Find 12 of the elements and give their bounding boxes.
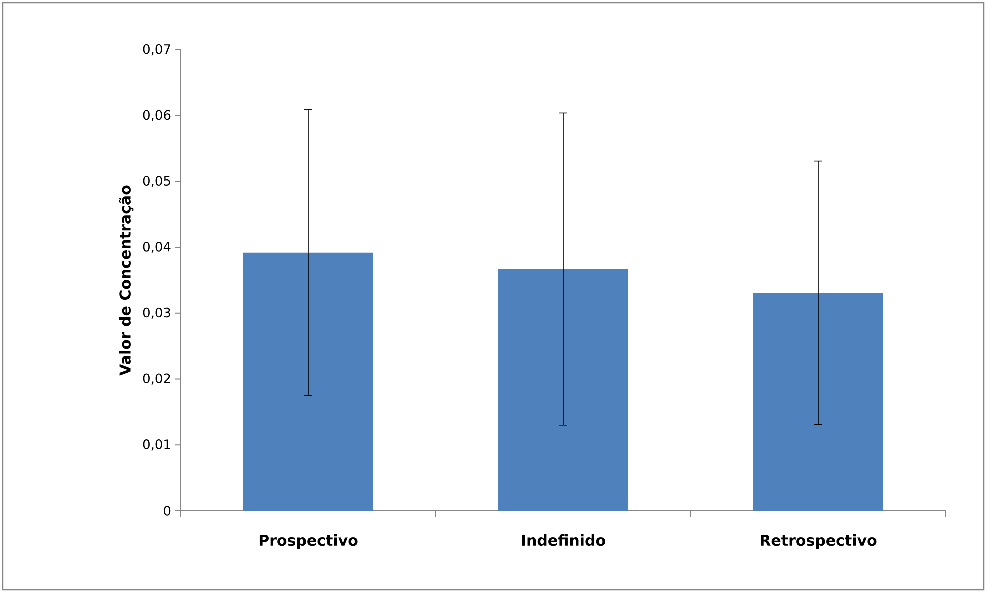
x-tick-label: Prospectivo [260,534,358,550]
x-tick-label: Retrospectivo [761,534,877,550]
y-axis-title: Valor de Concentração [119,186,134,376]
y-tick-label: 0 [164,506,171,516]
y-tick-label: 0,02 [143,374,170,385]
y-tick-label: 0,07 [143,44,170,56]
y-tick-label: 0,06 [143,110,171,122]
x-tick-label: Indefinido [522,534,606,546]
y-tick-label: 0,05 [143,176,170,188]
y-tick-label: 0,03 [143,308,170,320]
y-tick-label: 0,01 [143,440,170,451]
y-tick-label: 0,04 [143,242,171,254]
